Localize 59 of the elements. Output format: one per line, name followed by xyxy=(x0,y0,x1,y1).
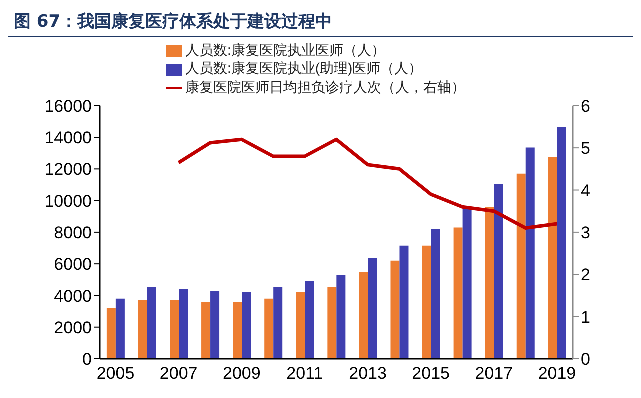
x-tick-label: 2015 xyxy=(412,364,450,384)
bar xyxy=(359,272,368,359)
bar xyxy=(296,292,306,359)
chart-title: 图 67：我国康复医疗体系处于建设过程中 xyxy=(8,8,633,37)
bar xyxy=(557,127,566,359)
y2-tick-label: 6 xyxy=(581,96,590,116)
y2-tick-label: 2 xyxy=(581,266,590,285)
bar xyxy=(138,300,148,359)
y-tick-label: 0 xyxy=(82,350,92,370)
bar xyxy=(233,302,242,359)
x-tick-label: 2009 xyxy=(222,364,261,384)
x-tick-label: 2011 xyxy=(286,364,324,384)
line-series xyxy=(177,138,559,230)
legend-label: 人员数:康复医院执业医师（人） xyxy=(186,42,386,58)
bar xyxy=(526,148,535,359)
y-tick-label: 14000 xyxy=(44,128,92,148)
x-tick-label: 2017 xyxy=(475,364,514,384)
y2-tick-label: 0 xyxy=(581,350,590,370)
x-tick-label: 2005 xyxy=(96,364,135,384)
bar xyxy=(494,184,504,359)
y-tick-label: 6000 xyxy=(54,255,92,274)
bar xyxy=(336,275,346,359)
x-tick-label: 2007 xyxy=(160,364,198,384)
y-tick-label: 16000 xyxy=(44,96,92,116)
y-tick-label: 4000 xyxy=(54,286,92,306)
y-tick-label: 2000 xyxy=(54,318,92,338)
bar xyxy=(400,246,409,359)
x-tick-label: 2019 xyxy=(538,364,576,384)
y-tick-label: 8000 xyxy=(54,223,92,242)
bar xyxy=(147,287,156,359)
y2-tick-label: 1 xyxy=(581,308,590,327)
legend-label: 人员数:康复医院执业(助理)医师（人） xyxy=(186,60,423,76)
bar xyxy=(454,228,463,359)
bar xyxy=(548,157,558,359)
bar xyxy=(202,302,211,359)
y2-tick-label: 3 xyxy=(581,223,590,242)
bar xyxy=(106,308,116,359)
bar xyxy=(485,207,494,359)
bar xyxy=(179,289,188,359)
x-tick-label: 2013 xyxy=(349,364,387,384)
bar xyxy=(516,174,526,359)
y-tick-label: 10000 xyxy=(44,192,92,211)
bar xyxy=(242,292,252,359)
bar xyxy=(274,287,283,359)
bar xyxy=(390,260,400,359)
bar xyxy=(368,258,378,359)
bar xyxy=(328,287,337,359)
bar xyxy=(305,281,314,359)
bar xyxy=(431,229,440,359)
bar xyxy=(422,246,432,359)
bar xyxy=(210,290,220,359)
bar xyxy=(170,300,180,359)
y2-tick-label: 5 xyxy=(581,139,590,158)
bar xyxy=(462,208,472,359)
bar xyxy=(264,298,274,359)
y2-tick-label: 4 xyxy=(581,181,590,200)
legend-label: 康复医院医师日均担负诊疗人次（人，右轴） xyxy=(186,78,466,95)
bar xyxy=(116,298,125,359)
y-tick-label: 12000 xyxy=(44,160,92,180)
